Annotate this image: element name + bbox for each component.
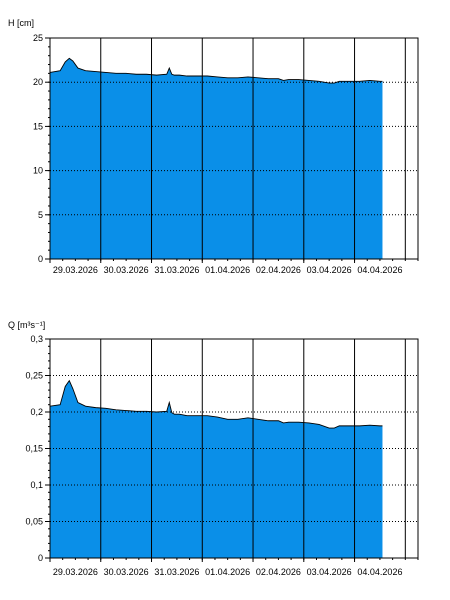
level-plot-frame (49, 37, 419, 260)
discharge-ytick-label: 0,15 (25, 444, 43, 454)
discharge-ytick-label: 0,05 (25, 517, 43, 527)
level-ytick-label: 25 (33, 33, 43, 43)
level-area (50, 58, 383, 259)
discharge-xtick-label: 03.04.2026 (307, 567, 352, 577)
discharge-area (50, 380, 383, 558)
discharge-xtick-label: 02.04.2026 (256, 567, 301, 577)
level-ytick-label: 0 (38, 254, 43, 264)
discharge-chart: Q [m³s⁻¹] 0 0,05 0,1 0,15 0,2 0,25 0,3 29.03.20… (8, 320, 419, 577)
level-xtick-label: 31.03.2026 (154, 265, 199, 275)
discharge-ytick-label: 0,1 (30, 480, 43, 490)
discharge-xtick-label: 29.03.2026 (53, 567, 98, 577)
discharge-ytick-label: 0,3 (30, 334, 43, 344)
level-xtick-label: 04.04.2026 (357, 265, 402, 275)
discharge-ytick-label: 0,25 (25, 371, 43, 381)
discharge-plot-frame (49, 338, 419, 559)
level-ytick-label: 20 (33, 77, 43, 87)
level-xtick-label: 01.04.2026 (205, 265, 250, 275)
discharge-ytick-label: 0,2 (30, 407, 43, 417)
discharge-xtick-label: 01.04.2026 (205, 567, 250, 577)
discharge-xtick-label: 04.04.2026 (357, 567, 402, 577)
level-xtick-label: 30.03.2026 (104, 265, 149, 275)
discharge-xtick-label: 31.03.2026 (154, 567, 199, 577)
level-xtick-label: 03.04.2026 (307, 265, 352, 275)
level-ytick-label: 5 (38, 210, 43, 220)
water-level-chart: H [cm] 0 5 10 15 20 25 29.03.2026 30.03.2026 31.… (8, 18, 419, 275)
discharge-ytick-label: 0 (38, 553, 43, 563)
level-xtick-label: 02.04.2026 (256, 265, 301, 275)
level-ytick-label: 10 (33, 166, 43, 176)
discharge-axis-title: Q [m³s⁻¹] (8, 320, 45, 330)
level-ytick-label: 15 (33, 121, 43, 131)
discharge-xtick-label: 30.03.2026 (104, 567, 149, 577)
level-xtick-label: 29.03.2026 (53, 265, 98, 275)
water-level-axis-title: H [cm] (8, 18, 34, 28)
